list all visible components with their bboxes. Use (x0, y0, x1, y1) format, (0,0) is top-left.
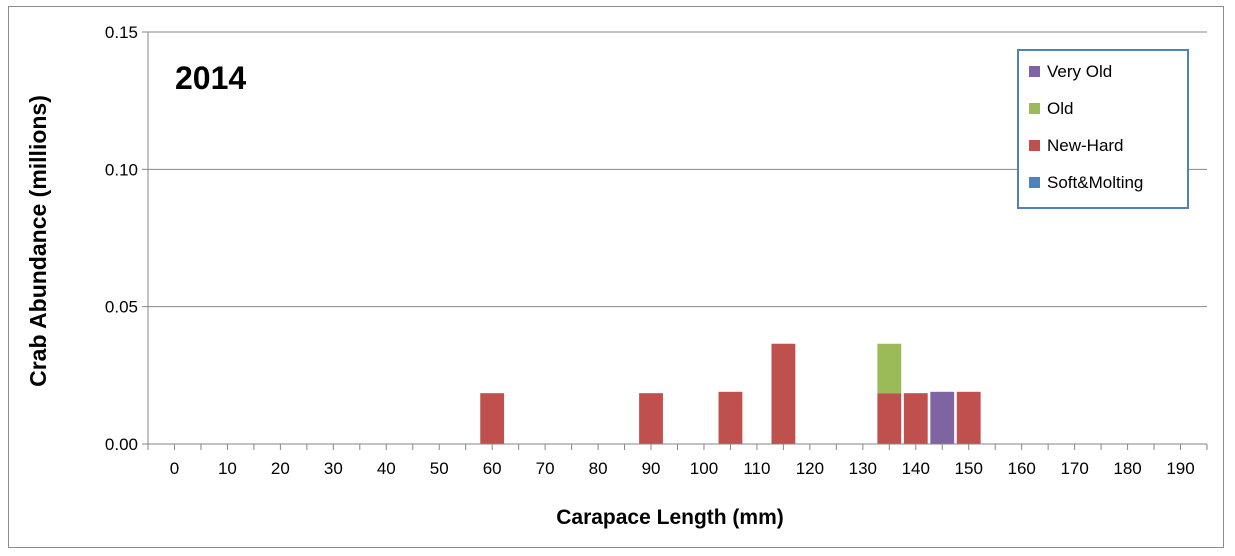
x-tick-label: 70 (536, 459, 555, 478)
legend-swatch (1029, 177, 1040, 188)
x-tick-label: 170 (1060, 459, 1088, 478)
y-tick-label: 0.10 (105, 160, 138, 179)
x-tick-label: 60 (483, 459, 502, 478)
x-tick-label: 80 (589, 459, 608, 478)
bar-new-hard (639, 393, 663, 444)
x-tick-labels: 0 10 20 30 40 50 60 70 80 90 100 110 120 130 140 150 160… (170, 459, 1195, 478)
bars (480, 343, 981, 444)
bar-new-hard (480, 393, 505, 444)
legend: Very Old Old New-Hard Soft&Molting (1017, 49, 1189, 209)
bar-very-old (930, 391, 955, 444)
bar-new-hard (718, 391, 743, 444)
y-tick-label: 0.00 (105, 435, 138, 454)
legend-swatch (1029, 66, 1040, 77)
legend-label: Old (1047, 99, 1073, 118)
x-tick-label: 130 (849, 459, 877, 478)
x-tick-label: 190 (1166, 459, 1194, 478)
x-tick-label: 10 (218, 459, 237, 478)
x-tick-label: 20 (271, 459, 290, 478)
y-axis-title: Crab Abundance (millions) (25, 95, 51, 387)
bar-new-hard (877, 393, 902, 444)
x-tick-label: 30 (324, 459, 343, 478)
legend-box (1017, 49, 1189, 209)
x-tick-label: 90 (642, 459, 661, 478)
y-tick-labels: 0.00 0.05 0.10 0.15 (105, 23, 138, 454)
legend-label: Very Old (1047, 62, 1112, 81)
y-tick-label: 0.15 (105, 23, 138, 42)
year-annotation: 2014 (175, 60, 246, 96)
legend-swatch (1029, 103, 1040, 114)
x-tick-label: 140 (902, 459, 930, 478)
y-tick-label: 0.05 (105, 298, 138, 317)
x-tick-label: 160 (1007, 459, 1035, 478)
x-tick-label: 150 (955, 459, 983, 478)
x-tick-label: 0 (170, 459, 179, 478)
legend-swatch (1029, 140, 1040, 151)
bar-new-hard (903, 393, 928, 444)
x-tick-label: 180 (1113, 459, 1141, 478)
x-tick-label: 40 (377, 459, 396, 478)
x-tick-label: 120 (796, 459, 824, 478)
bar-new-hard (771, 343, 796, 444)
x-tick-label: 100 (690, 459, 718, 478)
legend-label: New-Hard (1047, 136, 1124, 155)
x-tick-label: 50 (430, 459, 449, 478)
bar-old (877, 343, 902, 394)
x-axis-title: Carapace Length (mm) (556, 506, 784, 529)
x-tick-label: 110 (743, 459, 770, 478)
axes (142, 31, 1208, 450)
legend-label: Soft&Molting (1047, 173, 1143, 192)
bar-new-hard (956, 391, 981, 444)
